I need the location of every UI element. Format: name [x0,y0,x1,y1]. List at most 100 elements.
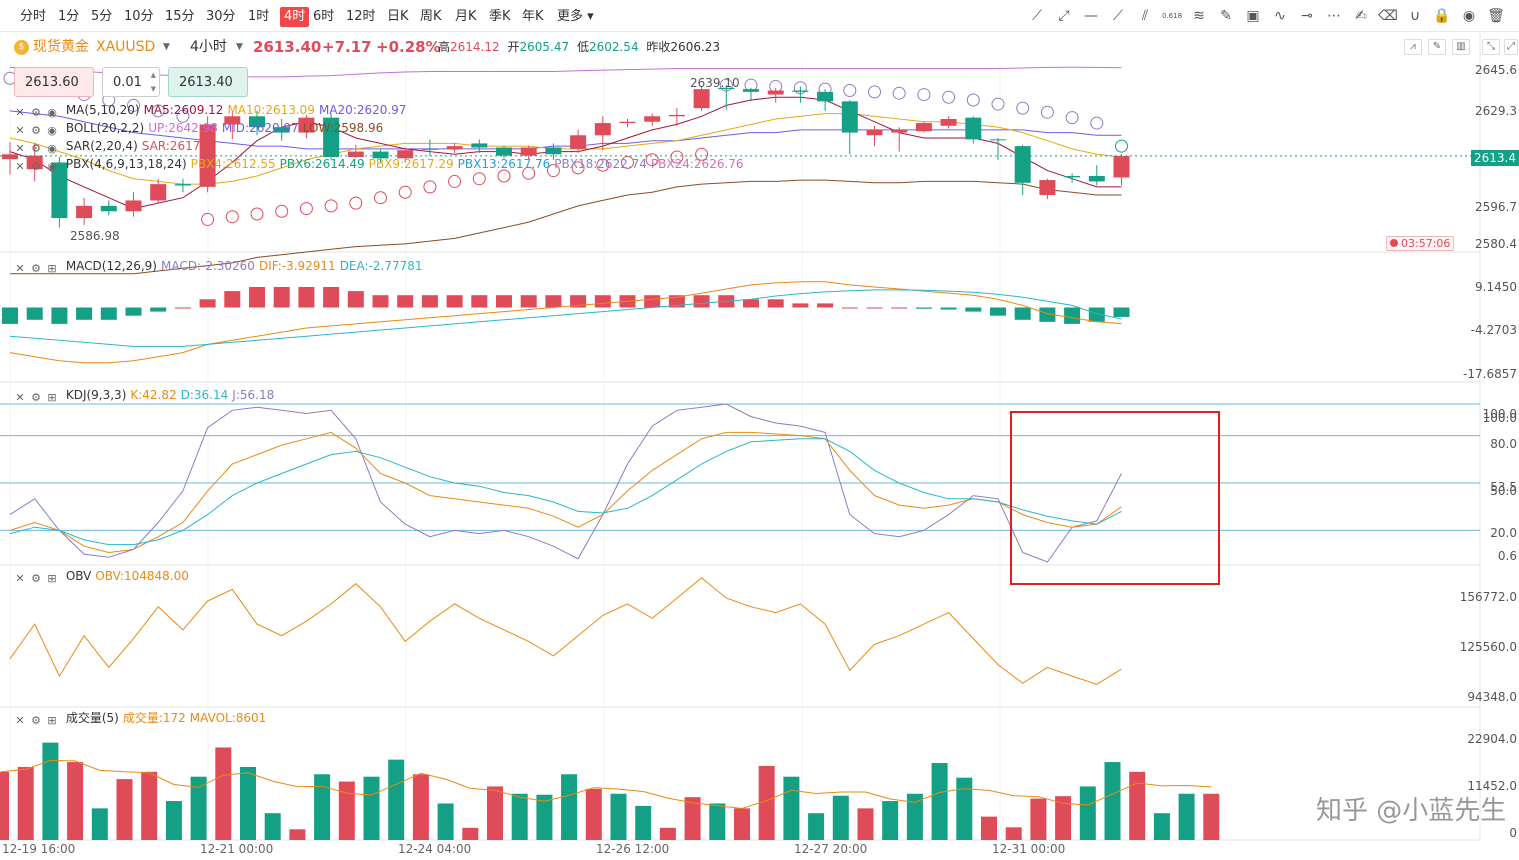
wave-icon[interactable]: ∿ [1274,8,1286,24]
volume-bar [462,827,479,840]
chevron-down-icon[interactable]: ▼ [163,42,170,52]
symbol-code[interactable]: XAUUSD [96,39,156,55]
expand-icon[interactable]: ⊞ [47,572,57,585]
dif-value: DIF:-3.92911 [258,259,336,273]
gear-icon[interactable]: ⚙ [31,142,41,155]
eraser-icon[interactable]: ⌫ [1378,8,1398,24]
gear-icon[interactable]: ⚙ [31,106,41,119]
gear-icon[interactable]: ⚙ [31,124,41,137]
axis-label: -4.2703 [1470,323,1517,337]
tab-13[interactable]: 月K [455,9,477,24]
ohlc-summary: 高2614.12 开2605.47 低2602.54 昨收2606.23 [438,33,720,61]
gear-icon[interactable]: ⚙ [31,262,41,275]
fullscreen-icon[interactable]: ⤢ [1504,39,1518,55]
tab-2[interactable]: 1分 [58,9,80,24]
volume-bar [1153,813,1170,840]
candle-body [446,146,463,150]
tab-3[interactable]: 5分 [91,9,113,24]
close-icon[interactable]: ✕ [15,106,25,119]
trend-line-icon[interactable]: ⟋ [1032,8,1042,24]
lot-stepper[interactable]: 0.01 ▲ ▼ [102,67,160,97]
sell-price-button[interactable]: 2613.60 [14,67,94,97]
segment-icon[interactable]: ⟋ [1113,8,1123,24]
sar-dot [423,180,437,194]
price-line-icon[interactable]: ⊸ [1301,8,1313,24]
symbol-name[interactable]: 现货黄金 [33,39,89,55]
boll-label[interactable]: BOLL(20,2,2) [65,121,145,135]
close-icon[interactable]: ✕ [15,124,25,137]
magnet-icon[interactable]: ∪ [1409,8,1421,24]
open-label: 开 [507,40,520,54]
close-icon[interactable]: ✕ [15,262,25,275]
close-icon[interactable]: ✕ [15,142,25,155]
macd-label[interactable]: MACD(12,26,9) [65,259,157,273]
tab-12[interactable]: 周K [420,9,442,24]
ray-icon[interactable]: ⤢ [1058,8,1070,24]
chart-settings-icon[interactable]: ⩘ [1404,39,1422,55]
stepper-arrows-icon[interactable]: ▲ ▼ [150,71,156,93]
eye-icon[interactable]: ◉ [1462,8,1476,24]
obv-label[interactable]: OBV [65,569,92,583]
sar-dot [127,98,140,112]
pen-icon[interactable]: ✎ [1220,8,1232,24]
eye-icon[interactable]: ◉ [47,142,57,155]
close-icon[interactable]: ✕ [15,572,25,585]
tab-8[interactable]: 4时 [280,7,310,27]
macd-bar [2,307,18,324]
eye-icon[interactable]: ◉ [47,124,57,137]
tab-11[interactable]: 日K [387,9,409,24]
gann-fan-icon[interactable]: ≋ [1193,8,1205,24]
macd-bar [298,286,315,308]
eye-icon[interactable]: ◉ [47,160,57,173]
sar-label[interactable]: SAR(2,20,4) [65,139,138,153]
horizontal-line-icon[interactable]: — [1084,8,1098,24]
gear-icon[interactable]: ⚙ [31,572,41,585]
tab-9[interactable]: 6时 [313,9,335,24]
tab-5[interactable]: 15分 [165,9,195,24]
buy-price-button[interactable]: 2613.40 [168,67,248,97]
expand-icon[interactable]: ⊞ [47,391,57,404]
kdj-label[interactable]: KDJ(9,3,3) [65,388,127,402]
chevron-down-icon[interactable]: ▼ [236,42,243,52]
tab-15[interactable]: 年K [522,9,544,24]
expand-icon[interactable]: ⊞ [47,714,57,727]
candle-body [51,162,68,219]
tab-10[interactable]: 12时 [346,9,376,24]
tab-1[interactable]: 分时 [20,9,47,24]
sar-dot [151,104,165,118]
tab-4[interactable]: 10分 [124,9,154,24]
lock-icon[interactable]: 🔒 [1433,8,1451,24]
tab-7[interactable]: 1时 [248,9,270,24]
pen-icon[interactable]: ✎ [1428,39,1446,55]
close-icon[interactable]: ✕ [15,160,25,173]
sar-dot [374,191,387,205]
date-label: 12-26 12:00 [596,842,670,856]
delete-icon[interactable]: 🗑 [1487,8,1505,24]
close-icon[interactable]: ✕ [15,714,25,727]
pbx13-value: PBX13:2617.76 [457,157,551,171]
eye-icon[interactable]: ◉ [47,106,57,119]
image-icon[interactable]: ▣ [1246,8,1260,24]
tab-6[interactable]: 30分 [206,9,236,24]
parallel-line-icon[interactable]: ⫽ [1141,8,1149,24]
expand-icon[interactable]: ⊞ [47,262,57,275]
indicator-icon[interactable]: ▥ [1452,39,1470,55]
dots-icon[interactable]: ⋯ [1327,8,1341,24]
close-icon[interactable]: ✕ [15,391,25,404]
gear-icon[interactable]: ⚙ [31,714,41,727]
pbx-label[interactable]: PBX(4,6,9,13,18,24) [65,157,187,171]
note-icon[interactable]: ✍ [1355,8,1367,24]
pbx24-value: PBX24:2626.76 [650,157,744,171]
ma-label[interactable]: MA(5,10,20) [65,103,140,117]
collapse-icon[interactable]: ⤡ [1482,39,1500,55]
fibonacci-icon[interactable]: 0.618 [1162,12,1183,20]
tab-14[interactable]: 季K [489,9,511,24]
tab-16[interactable]: 更多 ▾ [557,9,594,24]
period-select[interactable]: 4小时 [190,39,227,55]
macd-bar [520,295,537,308]
gear-icon[interactable]: ⚙ [31,391,41,404]
volume-bar [585,788,602,840]
volume-label[interactable]: 成交量(5) [65,711,119,725]
gear-icon[interactable]: ⚙ [31,160,41,173]
